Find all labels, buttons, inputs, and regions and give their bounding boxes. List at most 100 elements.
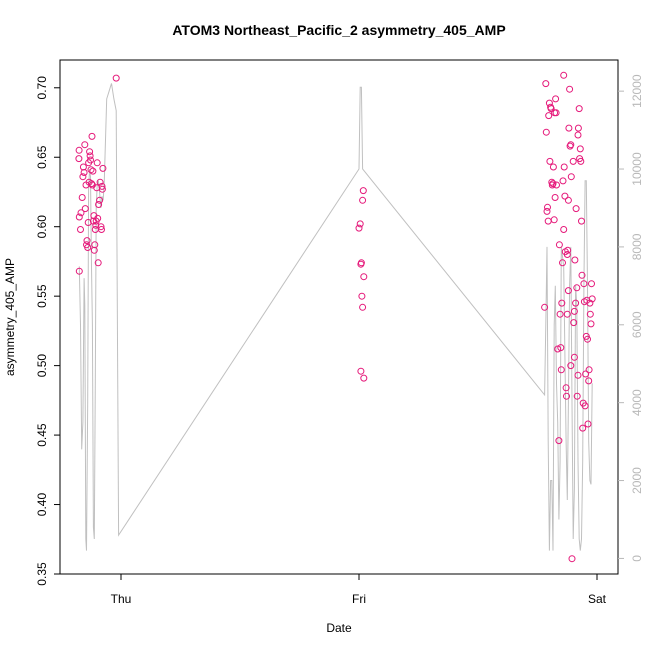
data-point [574,131,582,139]
y-axis-right: 0 2000 4000 6000 8000 10000 12000 [618,74,644,562]
data-point [558,299,566,307]
data-point [360,273,368,281]
data-point [563,251,571,258]
y2-tick-label: 8000 [630,233,644,260]
data-point [546,157,554,165]
data-point [541,303,549,311]
data-point [564,246,572,254]
data-point [98,226,105,233]
data-point [560,163,568,171]
data-point [570,307,578,315]
data-point [555,437,563,445]
y2-tick-label: 2000 [630,467,644,494]
data-point [578,271,586,279]
data-point [75,146,83,154]
data-point [573,284,581,292]
data-point [84,219,92,226]
data-point [581,402,589,410]
data-point [567,141,575,149]
data-point [97,223,105,231]
y2-tick-label: 10000 [630,152,644,186]
data-point [112,74,120,82]
data-point [556,310,564,318]
data-point [573,392,581,400]
data-point [98,182,106,190]
y-tick-label: 0.45 [35,423,49,447]
data-point [95,201,103,208]
data-point [98,185,106,193]
data-point [542,128,550,136]
data-point [588,295,596,303]
data-point [552,95,560,103]
data-point [553,181,560,189]
data-point [543,207,551,215]
data-point [560,226,568,233]
data-point [550,216,558,224]
y-tick-label: 0.65 [35,145,49,169]
data-point [81,205,89,213]
y-tick-label: 0.70 [35,76,49,100]
data-point [555,241,563,249]
data-point [579,424,587,432]
data-point [547,105,555,113]
data-point [359,187,367,195]
data-point [549,163,557,171]
data-point [78,194,86,201]
data-point [565,124,573,132]
data-point [545,112,553,120]
data-point [574,371,582,379]
data-point [93,159,101,167]
y2-tick-label: 0 [630,555,644,562]
scatter-series [75,71,596,563]
data-point [572,299,580,307]
data-point [87,156,94,164]
data-point [551,194,559,201]
plot-box [59,59,619,575]
data-point [572,205,580,213]
x-tick-label: Sat [588,592,607,606]
data-point [94,214,102,222]
data-point [359,303,367,311]
data-point [559,259,566,267]
data-point [578,217,585,225]
data-point [96,196,104,204]
y-tick-label: 0.50 [35,354,49,378]
y-axis-left: 0.35 0.40 0.45 0.50 0.55 0.60 0.65 0.70 [35,76,60,586]
y-axis-label: asymmetry_405_AMP [3,258,17,376]
data-point [569,157,577,165]
data-point [564,196,572,204]
data-point [552,109,560,117]
data-point [574,124,582,132]
y2-tick-label: 6000 [630,311,644,338]
data-point [582,370,590,378]
data-point [91,241,99,249]
data-point [80,169,88,176]
data-point [571,256,579,264]
data-point [559,177,567,185]
x-axis: Thu Fri Sat [111,574,607,606]
x-tick-label: Thu [111,592,132,606]
data-point [88,132,96,140]
data-point [75,213,83,221]
data-point [89,167,97,175]
data-point [584,335,591,343]
data-point [77,209,85,217]
y2-tick-label: 12000 [630,74,644,108]
data-point [77,226,84,233]
y-tick-label: 0.40 [35,493,49,517]
data-point [587,320,595,328]
data-point [86,152,94,160]
data-point [92,221,100,229]
data-point [84,244,92,251]
data-point [542,80,550,88]
data-point [356,220,364,228]
x-tick-label: Fri [352,592,366,606]
data-point [561,192,569,200]
data-point [549,180,557,188]
data-point [360,374,368,382]
line-series [78,83,593,551]
data-point [544,203,551,211]
data-point [544,217,552,225]
data-point [575,105,583,113]
